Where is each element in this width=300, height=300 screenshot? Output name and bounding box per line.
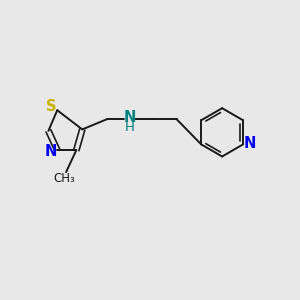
Text: S: S (46, 99, 56, 114)
Text: N: N (123, 110, 136, 125)
Text: CH₃: CH₃ (54, 172, 76, 185)
Text: N: N (243, 136, 256, 151)
Text: H: H (125, 122, 135, 134)
Text: N: N (45, 144, 57, 159)
